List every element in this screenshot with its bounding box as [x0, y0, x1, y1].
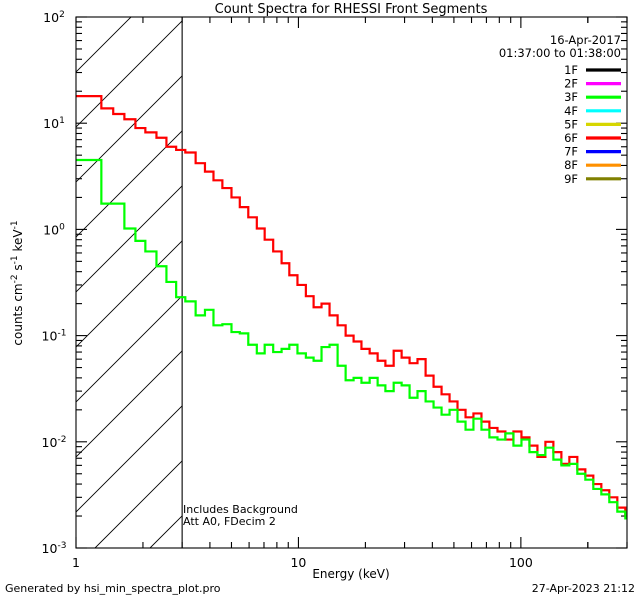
x-tick-label: 1 — [72, 555, 80, 570]
y-axis-label: counts cm-2 s-1 keV-1 — [10, 220, 25, 345]
y-tick-label: 10-1 — [42, 329, 67, 344]
plot-frame — [75, 16, 628, 549]
svg-text:100: 100 — [43, 222, 65, 237]
annotation-includes-background: Includes Background — [183, 503, 298, 516]
svg-text:101: 101 — [43, 116, 65, 131]
svg-text:counts cm-2 s-1 keV-1: counts cm-2 s-1 keV-1 — [10, 220, 25, 345]
hatch-stripe — [76, 185, 183, 293]
x-tick-label: 10 — [290, 555, 306, 570]
observation-time-range: 01:37:00 to 01:38:00 — [499, 46, 621, 60]
legend-label-8F: 8F — [564, 158, 578, 172]
footer-timestamp: 27-Apr-2023 21:12 — [532, 582, 635, 595]
legend-label-3F: 3F — [564, 90, 578, 104]
x-axis-tick-labels: 1 10 100 — [72, 555, 533, 570]
hatch-stripe — [76, 75, 183, 183]
x-tick-label: 100 — [509, 555, 533, 570]
hatch-stripe — [76, 20, 183, 128]
y-tick-label: 102 — [43, 10, 65, 25]
y-axis-tick-labels: 10-3 10-2 10-1 100 101 102 — [42, 10, 67, 556]
legend-label-5F: 5F — [564, 117, 578, 131]
legend-label-9F: 9F — [564, 172, 578, 186]
svg-text:10-1: 10-1 — [42, 329, 67, 344]
y-tick-label: 101 — [43, 116, 65, 131]
hatch-stripe — [76, 240, 183, 348]
annotation-att-fdecim: Att A0, FDecim 2 — [183, 515, 276, 528]
x-axis-label: Energy (keV) — [312, 567, 389, 581]
legend-label-7F: 7F — [564, 145, 578, 159]
footer-generator: Generated by hsi_min_spectra_plot.pro — [5, 582, 221, 595]
legend-label-6F: 6F — [564, 131, 578, 145]
legend-label-2F: 2F — [564, 77, 578, 91]
svg-text:10-2: 10-2 — [42, 435, 67, 450]
hatch-stripe — [76, 405, 183, 513]
legend-label-1F: 1F — [564, 63, 578, 77]
y-tick-label: 10-2 — [42, 435, 67, 450]
data-series-group — [76, 94, 627, 520]
y-tick-label: 100 — [43, 222, 65, 237]
axis-ticks — [75, 16, 628, 549]
svg-text:102: 102 — [43, 10, 65, 25]
series-3F — [76, 158, 627, 520]
observation-date: 16-Apr-2017 — [550, 33, 621, 47]
page-title: Count Spectra for RHESSI Front Segments — [215, 2, 488, 17]
hatched-low-energy-region — [76, 17, 183, 548]
y-tick-label: 10-3 — [42, 541, 67, 556]
svg-text:10-3: 10-3 — [42, 541, 67, 556]
legend-label-4F: 4F — [564, 104, 578, 118]
